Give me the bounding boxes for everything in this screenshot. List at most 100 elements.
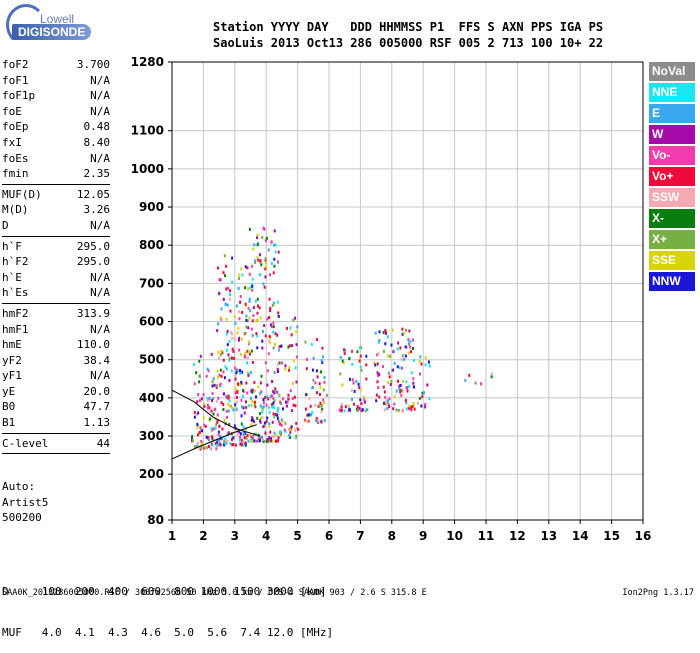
echo-point [244,355,247,359]
echo-point [242,432,245,436]
x-tick-label: 16 [635,529,652,543]
echo-point [210,435,213,439]
echo-point [268,410,271,414]
echo-point [220,349,223,353]
echo-point [290,409,293,413]
echo-point [273,342,276,346]
echo-point [198,399,201,403]
echo-point [254,299,257,303]
echo-point [256,304,259,308]
y-tick-label: 700 [139,276,164,290]
echo-point [280,401,283,405]
echo-point [273,257,276,261]
echo-point [273,371,276,375]
echo-point [365,354,368,358]
echo-point [386,354,389,358]
echo-point [393,395,396,399]
echo-point [323,375,326,379]
echo-point [272,325,275,329]
echo-point [241,405,244,409]
echo-point [274,413,277,417]
echo-point [383,390,386,394]
echo-point [321,346,324,350]
echo-point [416,401,419,405]
echo-point [424,405,427,409]
echo-point [360,407,363,411]
parameter-row: foE N/A [2,104,110,120]
echo-point [262,405,265,409]
echo-point [206,403,209,407]
echo-point [245,325,248,329]
echo-point [208,438,211,442]
echo-point [283,428,286,432]
parameter-row: fxI 8.40 [2,135,110,151]
logo-digisonde: DIGISONDE [12,24,92,40]
echo-point [376,380,379,384]
echo-point [294,429,297,433]
echo-point [253,380,256,384]
echo-point [312,378,315,382]
echo-point [250,439,253,443]
echo-point [276,362,279,366]
echo-point [249,309,252,313]
echo-point [418,396,421,400]
echo-point [260,374,263,378]
echo-point [249,433,252,437]
echo-point [401,380,404,384]
echo-point [277,250,280,254]
echo-point [272,321,275,325]
echo-point [292,403,295,407]
echo-point [405,380,408,384]
echo-point [269,430,272,434]
echo-point [267,339,270,343]
echo-point [251,284,254,288]
echo-point [265,420,268,424]
plot-frame [171,61,644,521]
echo-point [205,435,208,439]
echo-point [274,243,277,247]
echo-point [387,403,390,407]
echo-point [261,236,264,240]
parameter-name: foE [2,104,22,118]
echo-point [365,377,368,381]
echo-point [216,440,219,444]
echo-point [222,403,225,407]
echo-point [265,261,268,265]
echo-point [206,367,209,371]
echo-point [375,399,378,403]
echo-point [196,426,199,430]
echo-point [401,354,404,358]
echo-point [270,437,273,441]
echo-point [410,371,413,375]
echo-point [232,443,235,447]
echo-point [240,337,243,341]
echo-point [285,400,288,404]
echo-point [474,381,477,385]
echo-point [378,330,381,334]
echo-point [407,337,410,341]
echo-point [245,381,248,385]
echo-point [274,387,277,391]
echo-point [211,399,214,403]
x-tick-label: 9 [419,529,427,543]
echo-point [382,331,385,335]
parameter-row: foEp 0.48 [2,119,110,135]
echo-point [264,257,267,261]
echo-point [234,443,237,447]
echo-point [303,418,306,422]
echo-point [356,350,359,354]
echo-point [343,352,346,356]
echo-point [221,351,224,355]
echo-point [262,401,265,405]
echo-point [388,405,391,409]
echo-point [266,383,269,387]
echo-point [227,394,230,398]
echo-point [228,358,231,362]
echo-point [259,412,262,416]
echo-point [268,297,271,301]
parameter-value: 44 [96,436,110,450]
echo-point [294,404,297,408]
parameter-name: fmin [2,167,29,181]
echo-point [410,408,413,412]
echo-point [256,416,259,420]
